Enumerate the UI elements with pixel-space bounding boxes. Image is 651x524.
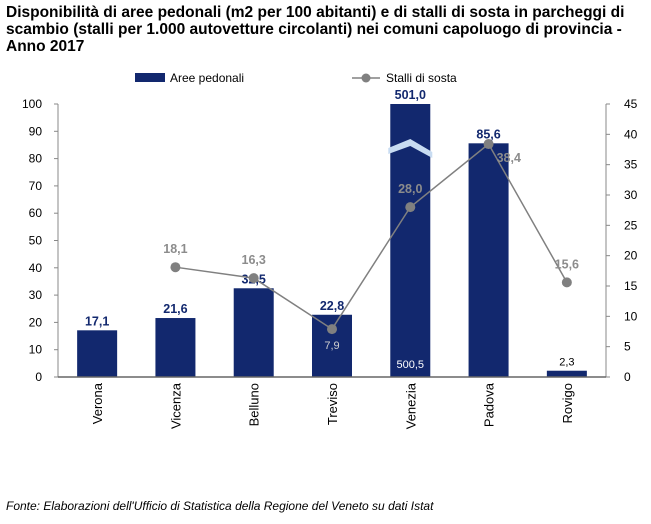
line-label: 18,1	[163, 242, 187, 256]
line-label: 7,9	[324, 340, 339, 352]
right-tick-label: 20	[624, 249, 638, 263]
legend-bar-label: Aree pedonali	[170, 71, 244, 85]
bar-label: 21,6	[163, 302, 187, 316]
bar-belluno	[233, 288, 274, 377]
left-tick-label: 30	[29, 288, 43, 302]
right-tick-label: 30	[624, 188, 638, 202]
axis-break-icon	[388, 139, 433, 158]
bar-label: 501,0	[395, 88, 426, 102]
line-point	[561, 277, 572, 288]
line-point	[483, 139, 494, 150]
legend-bar-swatch	[135, 73, 165, 82]
right-tick-label: 35	[624, 158, 638, 172]
left-tick-label: 100	[22, 97, 42, 111]
category-label: Belluno	[247, 383, 262, 426]
right-tick-label: 0	[624, 370, 631, 384]
right-tick-label: 45	[624, 97, 638, 111]
left-tick-label: 70	[29, 179, 43, 193]
line-stalli	[175, 142, 568, 331]
left-tick-label: 40	[29, 261, 43, 275]
line-point	[170, 262, 181, 273]
bar-rovigo	[546, 370, 587, 377]
left-tick-label: 20	[29, 315, 43, 329]
right-tick-label: 25	[624, 218, 638, 232]
line-point	[405, 202, 416, 213]
source-note: Fonte: Elaborazioni dell'Ufficio di Stat…	[6, 499, 434, 513]
category-label: Padova	[482, 382, 497, 427]
bar-vicenza	[155, 318, 196, 377]
line-point	[327, 324, 337, 335]
right-tick-label: 10	[624, 309, 638, 323]
line-label: 16,3	[242, 253, 266, 267]
line-point	[248, 273, 259, 284]
left-tick-label: 80	[29, 152, 43, 166]
line-label: 38,4	[497, 151, 521, 165]
bar-label: 85,6	[476, 127, 500, 141]
category-label: Treviso	[325, 383, 340, 425]
line-label: 28,0	[398, 182, 422, 196]
line-label: 15,6	[555, 257, 579, 271]
extra-label: 500,5	[397, 359, 425, 371]
right-tick-label: 40	[624, 127, 638, 141]
bar-label: 22,8	[320, 299, 344, 313]
left-tick-label: 10	[29, 343, 43, 357]
right-tick-label: 5	[624, 340, 631, 354]
bar-padova	[468, 143, 509, 377]
left-tick-label: 0	[35, 370, 42, 384]
bar-label: 17,1	[85, 314, 109, 328]
right-tick-label: 15	[624, 279, 638, 293]
bar-label: 2,3	[559, 357, 574, 369]
chart-title: Disponibilità di aree pedonali (m2 per 1…	[6, 4, 625, 55]
category-label: Verona	[90, 382, 105, 424]
category-label: Vicenza	[168, 382, 183, 429]
left-tick-label: 50	[29, 234, 43, 248]
category-label: Venezia	[403, 382, 418, 429]
legend-line-label: Stalli di sosta	[386, 71, 457, 85]
category-label: Rovigo	[560, 383, 575, 423]
bar-verona	[77, 330, 118, 377]
legend-line-marker	[361, 73, 371, 83]
left-tick-label: 90	[29, 124, 43, 138]
left-tick-label: 60	[29, 206, 43, 220]
